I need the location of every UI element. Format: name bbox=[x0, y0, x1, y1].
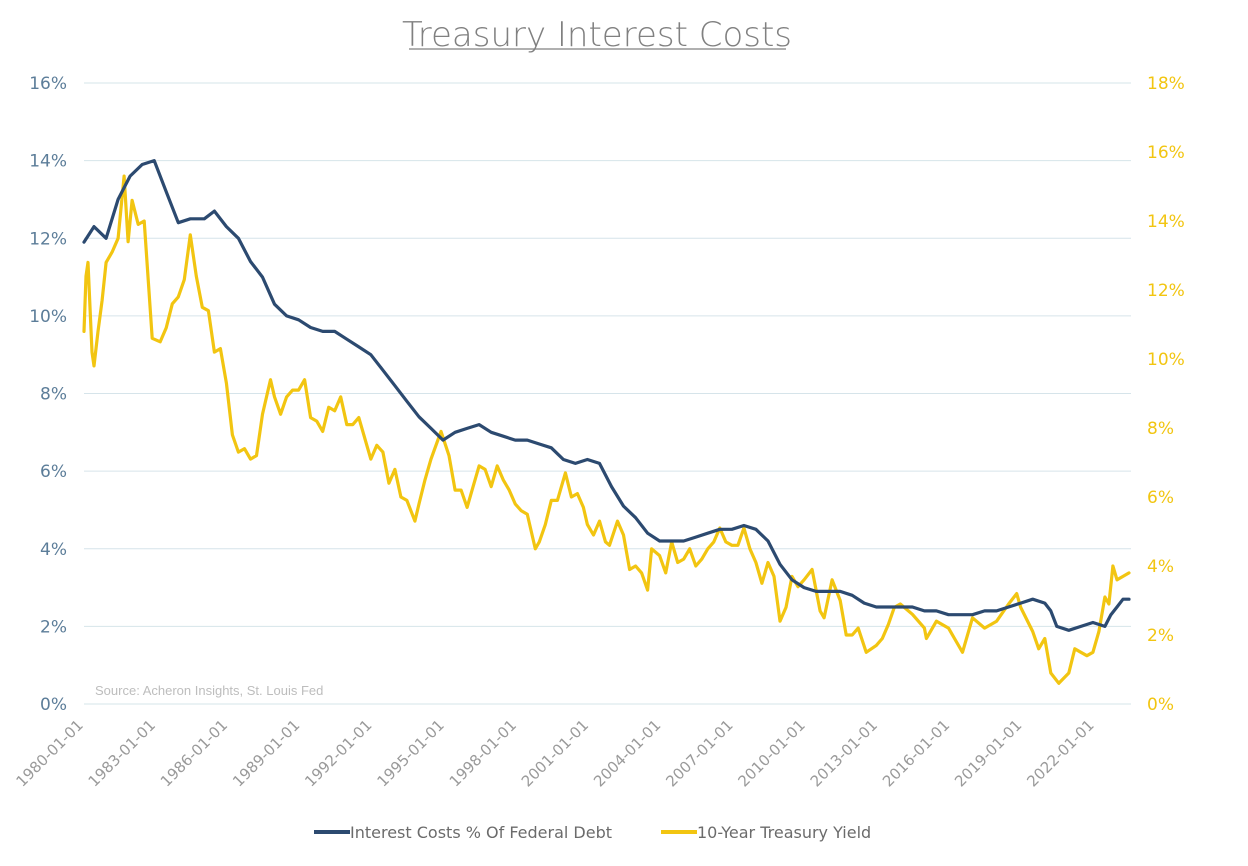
right-tick-label: 0% bbox=[1147, 695, 1174, 715]
right-tick-label: 12% bbox=[1147, 281, 1185, 301]
x-tick-label: 1983-01-01 bbox=[85, 716, 159, 790]
right-tick-label: 18% bbox=[1147, 74, 1185, 94]
legend-label-treasury-yield: 10-Year Treasury Yield bbox=[697, 823, 871, 842]
x-tick-label: 2004-01-01 bbox=[590, 716, 664, 790]
x-tick-label: 1998-01-01 bbox=[446, 716, 520, 790]
left-y-axis: 0% 2% 4% 6% 8% 10% 12% 14% 16% bbox=[29, 74, 67, 715]
x-tick-label: 1986-01-01 bbox=[157, 716, 231, 790]
legend: Interest Costs % Of Federal Debt 10-Year… bbox=[314, 823, 871, 842]
legend-label-interest-costs: Interest Costs % Of Federal Debt bbox=[350, 823, 612, 842]
right-tick-label: 8% bbox=[1147, 419, 1174, 439]
left-tick-label: 14% bbox=[29, 152, 67, 172]
right-tick-label: 14% bbox=[1147, 212, 1185, 232]
right-y-axis: 0% 2% 4% 6% 8% 10% 12% 14% 16% 18% bbox=[1147, 74, 1185, 715]
x-tick-label: 2013-01-01 bbox=[807, 716, 881, 790]
x-tick-label: 1980-01-01 bbox=[12, 716, 86, 790]
x-tick-label: 1995-01-01 bbox=[373, 716, 447, 790]
source-note: Source: Acheron Insights, St. Louis Fed bbox=[95, 683, 323, 698]
x-tick-label: 2007-01-01 bbox=[662, 716, 736, 790]
x-tick-label: 1989-01-01 bbox=[229, 716, 303, 790]
x-tick-label: 1992-01-01 bbox=[301, 716, 375, 790]
right-tick-label: 10% bbox=[1147, 350, 1185, 370]
x-tick-label: 2016-01-01 bbox=[879, 716, 953, 790]
x-tick-label: 2019-01-01 bbox=[951, 716, 1025, 790]
left-tick-label: 16% bbox=[29, 74, 67, 94]
right-tick-label: 16% bbox=[1147, 143, 1185, 163]
left-tick-label: 2% bbox=[40, 617, 67, 637]
right-tick-label: 4% bbox=[1147, 557, 1174, 577]
x-axis: 1980-01-011983-01-011986-01-011989-01-01… bbox=[12, 716, 1097, 790]
gridlines bbox=[84, 82, 1131, 705]
left-tick-label: 12% bbox=[29, 229, 67, 249]
x-tick-label: 2010-01-01 bbox=[735, 716, 809, 790]
right-tick-label: 6% bbox=[1147, 488, 1174, 508]
x-tick-label: 2001-01-01 bbox=[518, 716, 592, 790]
left-tick-label: 10% bbox=[29, 307, 67, 327]
chart-title: Treasury Interest Costs bbox=[402, 15, 792, 55]
left-tick-label: 8% bbox=[40, 385, 67, 405]
series-line-treasury-yield bbox=[82, 174, 1131, 685]
left-tick-label: 6% bbox=[40, 462, 67, 482]
x-tick-label: 2022-01-01 bbox=[1023, 716, 1097, 790]
left-tick-label: 4% bbox=[40, 540, 67, 560]
left-tick-label: 0% bbox=[40, 695, 67, 715]
right-tick-label: 2% bbox=[1147, 626, 1174, 646]
series bbox=[82, 159, 1131, 685]
series-line-interest-costs bbox=[82, 159, 1131, 632]
